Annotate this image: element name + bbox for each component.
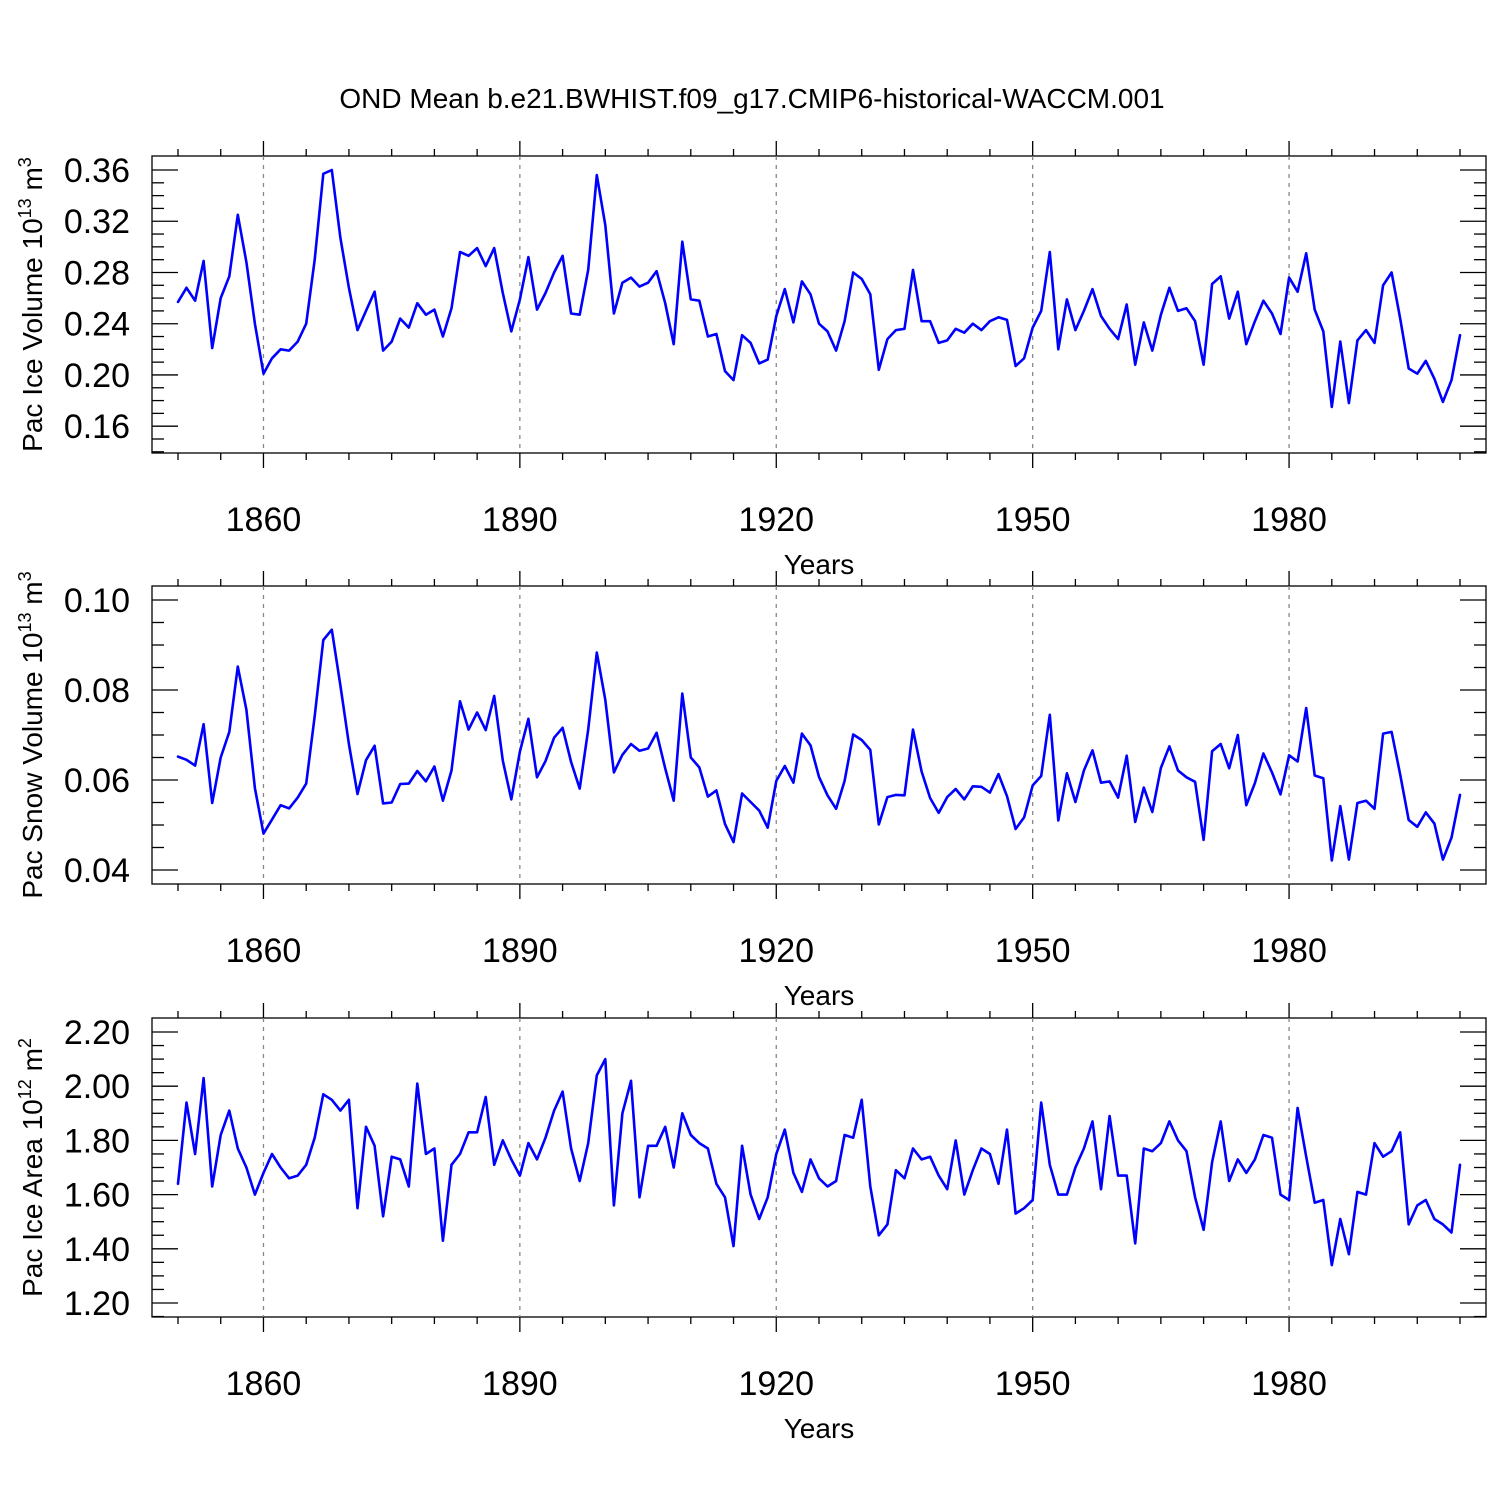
y-tick-label: 1.20 <box>64 1285 130 1323</box>
x-tick-label: 1860 <box>226 932 302 970</box>
x-tick-label: 1980 <box>1251 501 1327 539</box>
y-tick-label: 1.80 <box>64 1122 130 1160</box>
y-tick-label: 0.08 <box>64 672 130 710</box>
y-tick-label: 0.06 <box>64 762 130 800</box>
y-tick-label: 0.32 <box>64 203 130 241</box>
series-line-1 <box>176 628 1462 862</box>
y-tick-label: 2.00 <box>64 1068 130 1106</box>
series-line-1 <box>176 168 1462 409</box>
y-axis-title: Pac Snow Volume 1013 m3 <box>15 571 48 898</box>
x-tick-label: 1890 <box>482 932 558 970</box>
y-tick-label: 0.24 <box>64 306 130 344</box>
y-tick-label: 0.28 <box>64 254 130 292</box>
y-tick-label: 2.20 <box>64 1014 130 1052</box>
x-tick-label: 1950 <box>995 932 1071 970</box>
x-tick-label: 1920 <box>738 1365 814 1403</box>
x-tick-label: 1890 <box>482 501 558 539</box>
y-tick-label: 1.60 <box>64 1177 130 1215</box>
x-tick-label: 1920 <box>738 501 814 539</box>
y-axis-title: Pac Ice Area 1012 m2 <box>15 1038 48 1297</box>
chart-panels: 1860 1890 1920 1950 1980 Years 0.16 0.20 0.24 0.2… <box>15 141 1487 1444</box>
chart-panel-2: 1860 1890 1920 1950 1980 Years 0.04 0.06 0.08 0.1… <box>15 571 1487 1011</box>
series-line-1 <box>176 1057 1462 1267</box>
x-tick-label: 1860 <box>226 1365 302 1403</box>
x-tick-label: 1950 <box>995 501 1071 539</box>
chart-panel-3: 1860 1890 1920 1950 1980 Years 1.20 1.40 1.60 1.8… <box>15 1003 1487 1444</box>
y-tick-label: 0.04 <box>64 852 130 890</box>
x-tick-label: 1920 <box>738 932 814 970</box>
y-tick-label: 0.36 <box>64 152 130 190</box>
figure-title: OND Mean b.e21.BWHIST.f09_g17.CMIP6-hist… <box>339 83 1164 114</box>
x-axis-title: Years <box>784 549 855 580</box>
x-tick-label: 1950 <box>995 1365 1071 1403</box>
y-axis-title: Pac Ice Volume 1013 m3 <box>15 157 48 452</box>
y-tick-label: 0.10 <box>64 582 130 620</box>
y-tick-label: 0.16 <box>64 408 130 446</box>
x-tick-label: 1890 <box>482 1365 558 1403</box>
x-tick-label: 1860 <box>226 501 302 539</box>
x-axis-title: Years <box>784 1413 855 1444</box>
x-axis-title: Years <box>784 980 855 1011</box>
chart-panel-1: 1860 1890 1920 1950 1980 Years 0.16 0.20 0.24 0.2… <box>15 141 1487 580</box>
x-tick-label: 1980 <box>1251 1365 1327 1403</box>
y-tick-label: 0.20 <box>64 357 130 395</box>
y-tick-label: 1.40 <box>64 1231 130 1269</box>
x-tick-label: 1980 <box>1251 932 1327 970</box>
